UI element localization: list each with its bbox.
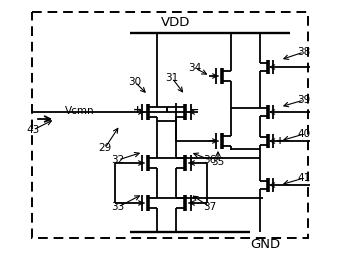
Text: +: + — [133, 105, 143, 115]
Text: −: − — [208, 136, 216, 146]
Text: 31: 31 — [165, 73, 179, 83]
Text: 35: 35 — [211, 157, 225, 167]
Text: 32: 32 — [111, 155, 125, 165]
Text: 41: 41 — [297, 173, 311, 183]
Text: +: + — [276, 136, 284, 146]
Text: −: − — [190, 105, 200, 115]
Text: 39: 39 — [297, 95, 311, 105]
Text: 36: 36 — [203, 155, 217, 165]
Text: Vcmn: Vcmn — [65, 106, 95, 116]
Text: 40: 40 — [297, 129, 311, 139]
Bar — [32, 12, 308, 238]
Text: VDD: VDD — [161, 15, 191, 29]
Text: GND: GND — [250, 238, 280, 252]
Text: 34: 34 — [188, 63, 201, 73]
Text: 33: 33 — [111, 202, 125, 212]
Text: 37: 37 — [203, 202, 217, 212]
Text: 43: 43 — [26, 125, 40, 135]
Text: 29: 29 — [98, 143, 112, 153]
Text: 30: 30 — [128, 77, 141, 87]
Text: 38: 38 — [297, 47, 311, 57]
